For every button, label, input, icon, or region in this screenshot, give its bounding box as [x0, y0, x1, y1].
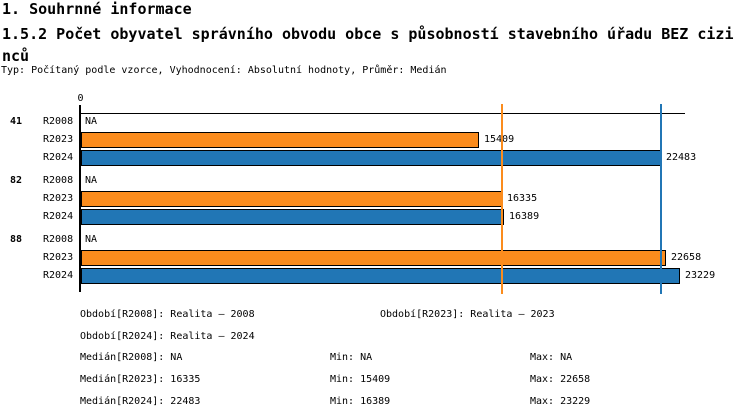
legend-item-r2024: Období[R2024]: Realita – 2024	[80, 331, 255, 342]
bar-value-label: 22658	[671, 252, 702, 263]
na-value-label: NA	[85, 175, 98, 186]
median-line-r2024	[660, 104, 662, 294]
bar-value-label: 16389	[509, 211, 540, 222]
bar-row-period-label: R2023	[43, 193, 74, 204]
stat-max-r2023: Max: 22658	[530, 374, 591, 385]
chart-meta-line: Typ: Počítaný podle vzorce, Vyhodnocení:…	[1, 65, 447, 76]
stat-max-r2008: Max: NA	[530, 352, 573, 363]
median-line-r2023	[501, 104, 503, 294]
bar-r2024	[81, 268, 680, 284]
y-axis-line	[79, 105, 81, 292]
bar-row-period-label: R2024	[43, 211, 74, 222]
bar-row-period-label: R2023	[43, 252, 74, 263]
na-value-label: NA	[85, 116, 98, 127]
bar-r2024	[81, 150, 661, 166]
stat-min-r2023: Min: 15409	[330, 374, 391, 385]
bar-r2023	[81, 191, 502, 207]
bar-row-period-label: R2023	[43, 134, 74, 145]
group-label: 82	[10, 175, 23, 186]
bar-row-period-label: R2024	[43, 270, 74, 281]
bar-r2023	[81, 250, 666, 266]
na-value-label: NA	[85, 234, 98, 245]
section-title: 1. Souhrnné informace	[2, 0, 192, 18]
stat-median-r2008: Medián[R2008]: NA	[80, 352, 183, 363]
stat-min-r2024: Min: 16389	[330, 396, 391, 407]
stat-median-r2024: Medián[R2024]: 22483	[80, 396, 201, 407]
bar-value-label: 16335	[507, 193, 538, 204]
bar-row-period-label: R2008	[43, 116, 74, 127]
stat-min-r2008: Min: NA	[330, 352, 373, 363]
legend-item-r2008: Období[R2008]: Realita – 2008	[80, 309, 255, 320]
stat-max-r2024: Max: 23229	[530, 396, 591, 407]
bar-chart: 0 41 R2008 NA R2023 15409 R2024 22483 82 R2008 NA…	[10, 93, 716, 294]
bar-value-label: 15409	[484, 134, 515, 145]
bar-row-period-label: R2024	[43, 152, 74, 163]
stat-median-r2023: Medián[R2023]: 16335	[80, 374, 201, 385]
bar-value-label: 23229	[685, 270, 716, 281]
legend-item-r2023: Období[R2023]: Realita – 2023	[380, 309, 555, 320]
chart-title: 1.5.2 Počet obyvatel správního obvodu ob…	[2, 25, 734, 65]
bar-value-label: 22483	[666, 152, 697, 163]
x-axis-origin-tick-label: 0	[77, 93, 84, 104]
group-label: 88	[10, 234, 23, 245]
bar-r2024	[81, 209, 504, 225]
plot-top-border-line	[81, 113, 685, 114]
bar-row-period-label: R2008	[43, 234, 74, 245]
bar-row-period-label: R2008	[43, 175, 74, 186]
bar-r2023	[81, 132, 479, 148]
group-label: 41	[10, 116, 23, 127]
